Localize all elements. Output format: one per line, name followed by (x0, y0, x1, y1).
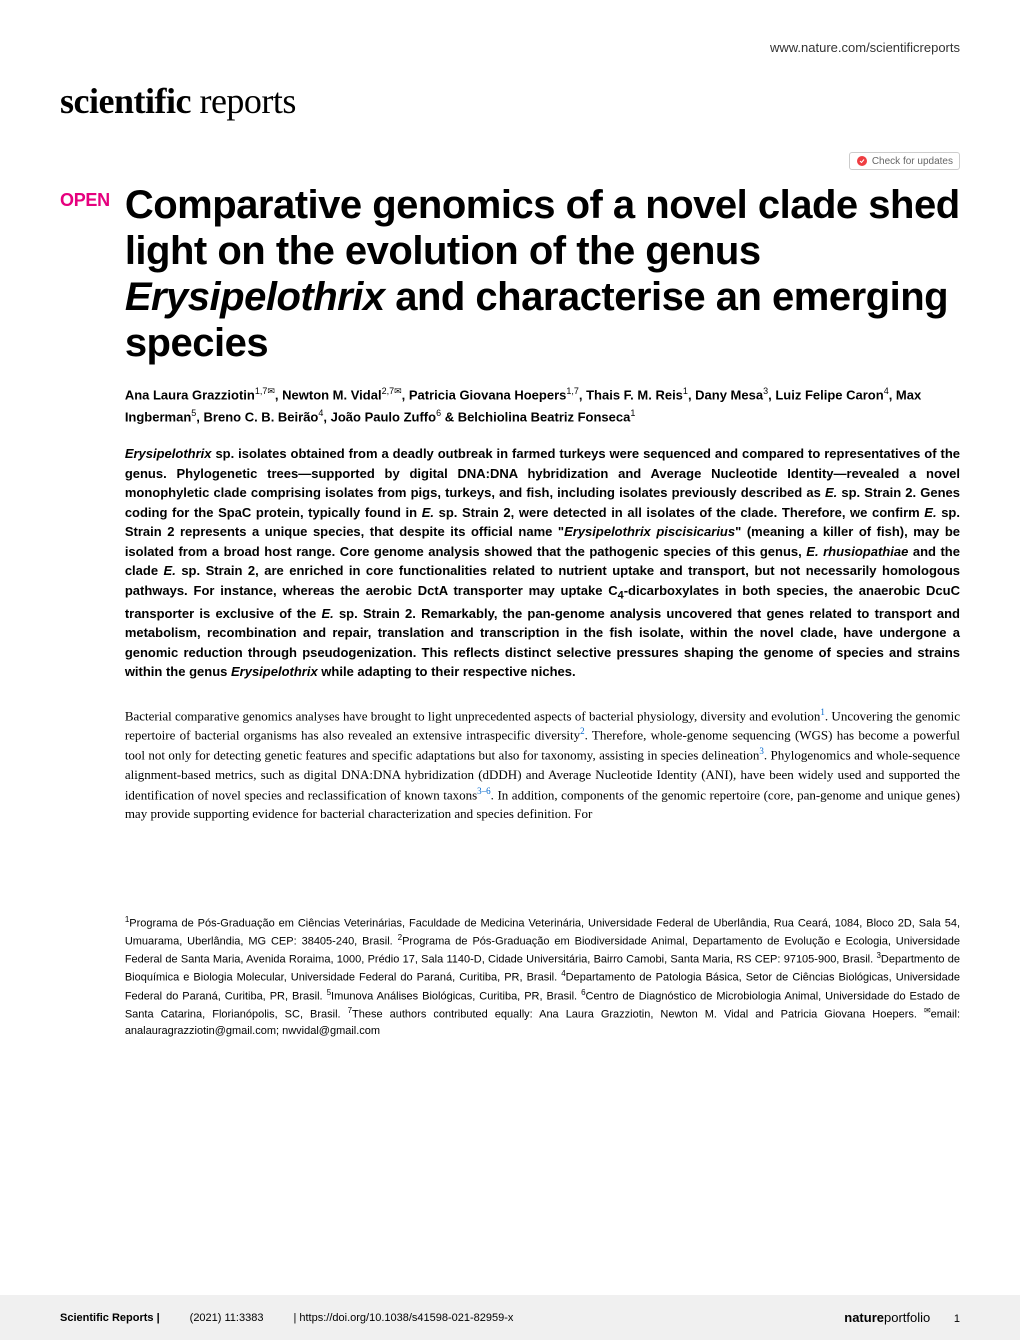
title-part-1: Comparative genomics of a novel clade sh… (125, 183, 960, 273)
journal-logo: scientific reports (60, 80, 960, 122)
abstract: Erysipelothrix sp. isolates obtained fro… (125, 444, 960, 681)
footer-doi: | https://doi.org/10.1038/s41598-021-829… (293, 1312, 513, 1324)
authors-list: Ana Laura Grazziotin1,7✉, Newton M. Vida… (125, 384, 960, 428)
crossmark-icon (856, 155, 868, 167)
body-paragraph-1: Bacterial comparative genomics analyses … (125, 706, 960, 824)
open-access-label: OPEN (60, 182, 110, 1039)
footer-journal: Scientific Reports | (60, 1312, 160, 1324)
title-italic: Erysipelothrix (125, 275, 385, 319)
footer-citation: (2021) 11:3383 (190, 1312, 264, 1324)
footer-portfolio: natureportfolio (844, 1310, 934, 1325)
page-footer: Scientific Reports | (2021) 11:3383 | ht… (0, 1295, 1020, 1340)
header-url: www.nature.com/scientificreports (60, 40, 960, 55)
portfolio-light: portfolio (884, 1310, 930, 1325)
portfolio-bold: nature (844, 1310, 884, 1325)
footer-page-number: 1 (954, 1313, 960, 1325)
check-updates-button[interactable]: Check for updates (849, 152, 960, 170)
check-updates-container: Check for updates (60, 152, 960, 172)
article-title: Comparative genomics of a novel clade sh… (125, 182, 960, 366)
affiliations: 1Programa de Pós-Graduação em Ciências V… (125, 914, 960, 1039)
check-updates-label: Check for updates (872, 156, 953, 167)
journal-name-light: reports (191, 81, 296, 121)
journal-name-bold: scientific (60, 81, 191, 121)
